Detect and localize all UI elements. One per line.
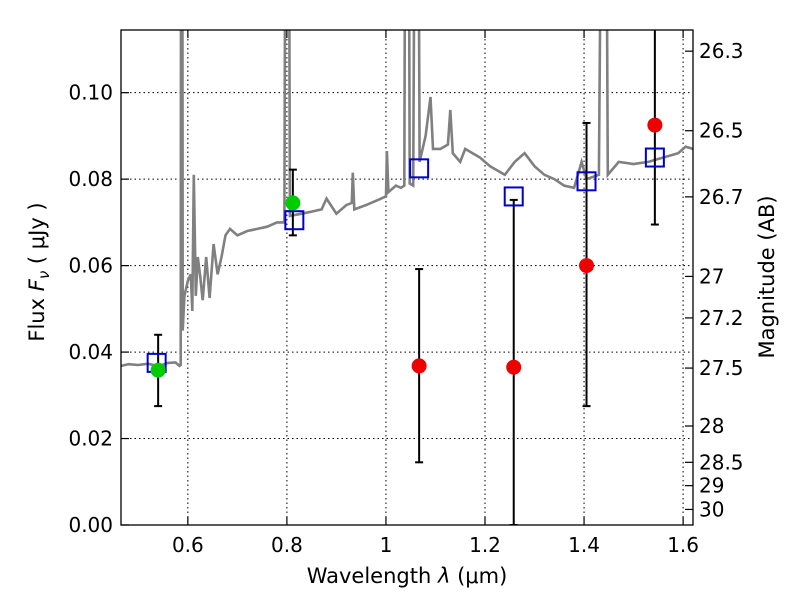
- y2-tick-label: 28.5: [699, 450, 744, 474]
- upper-limit-point: [579, 258, 595, 274]
- y2-axis-label: Magnitude (AB): [755, 195, 779, 358]
- model-photometry-square: [644, 147, 665, 168]
- y2-tick-label: 27.5: [699, 356, 744, 380]
- y-tick-label: 0.04: [68, 340, 113, 364]
- upper-limit-point: [506, 359, 522, 375]
- model-spectrum-line: [121, 30, 693, 368]
- y-tick-label: 0.02: [68, 427, 113, 451]
- y2-tick-label: 26.3: [699, 39, 744, 63]
- model-photometry-square: [576, 171, 597, 192]
- x-tick-label: 1.6: [667, 533, 699, 557]
- y2-tick-label: 28: [699, 414, 724, 438]
- x-tick-label: 1.2: [469, 533, 501, 557]
- x-tick-label: 0.6: [172, 533, 204, 557]
- y-tick-label: 0.10: [68, 81, 113, 105]
- y2-tick-label: 27: [699, 264, 724, 288]
- y2-tick-label: 26.7: [699, 185, 744, 209]
- observed-points: [150, 117, 663, 378]
- x-tick-label: 1: [380, 533, 393, 557]
- y2-tick-label: 29: [699, 474, 724, 498]
- axis-ticks: [121, 30, 693, 526]
- y-axis-label: Flux Fν ( μJy ): [25, 202, 53, 341]
- y2-tick-label: 27.2: [699, 306, 744, 330]
- detection-point: [150, 362, 166, 378]
- y-tick-label: 0.06: [68, 254, 113, 278]
- model-photometry-square: [409, 158, 430, 179]
- model-photometry-square: [284, 210, 305, 231]
- y-tick-label: 0.08: [68, 167, 113, 191]
- y-tick-label: 0.00: [68, 513, 113, 537]
- upper-limit-point: [411, 358, 427, 374]
- x-tick-label: 1.4: [568, 533, 600, 557]
- upper-limit-point: [647, 117, 663, 133]
- detection-point: [285, 195, 301, 211]
- y2-tick-label: 30: [699, 497, 724, 521]
- plot-frame: [120, 29, 694, 526]
- x-tick-label: 0.8: [271, 533, 303, 557]
- model-photometry-square: [503, 186, 524, 207]
- plot-area: [121, 30, 693, 525]
- y2-tick-label: 26.5: [699, 119, 744, 143]
- x-axis-label: Wavelength λ (μm): [307, 564, 508, 588]
